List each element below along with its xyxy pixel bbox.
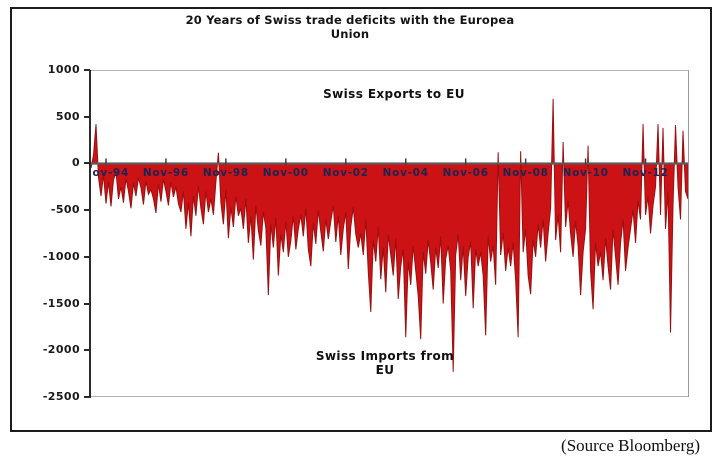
y-axis-tick-mark — [84, 349, 90, 352]
y-axis-tick-label: -1500 — [42, 296, 80, 310]
y-axis-line — [89, 70, 91, 398]
zero-baseline — [91, 162, 688, 165]
plot-border-top — [91, 70, 688, 71]
annotation-imports-line2: EU — [375, 363, 395, 377]
y-axis-tick-mark — [84, 255, 90, 258]
y-axis-tick-label: -2500 — [42, 390, 80, 403]
chart-title-line1: 20 Years of Swiss trade deficits with th… — [185, 13, 515, 27]
x-axis-tick-label: Nov-12 — [622, 167, 669, 179]
x-axis-tick-mark — [285, 158, 287, 165]
plot-border-right — [688, 70, 689, 397]
x-axis-tick-mark — [584, 158, 587, 165]
annotation-imports-label: Swiss Imports from EU — [285, 349, 485, 377]
y-axis-tick-mark — [84, 396, 90, 398]
x-axis-tick-label: Nov-08 — [502, 167, 549, 179]
y-axis-tick-mark — [84, 69, 90, 71]
y-axis-tick-label: -2000 — [42, 343, 80, 357]
annotation-imports-line1: Swiss Imports from — [315, 349, 455, 363]
x-axis-tick-label: Nov-06 — [442, 167, 489, 179]
x-axis-tick-label: Nov-96 — [142, 167, 189, 179]
x-axis-tick-label: Nov-94 — [91, 167, 130, 179]
y-axis-tick-label: -1000 — [42, 249, 80, 263]
x-axis-tick-mark — [225, 158, 227, 165]
x-axis-tick-label: Nov-02 — [322, 167, 369, 179]
x-axis-tick-mark — [464, 158, 467, 165]
x-axis-tick-mark — [404, 158, 407, 165]
x-axis-tick-label: Nov-00 — [262, 167, 309, 179]
plot-area: Nov-94 Nov-96 Nov-98 Nov-00 Nov-02 Nov-04 Nov-… — [91, 70, 688, 397]
y-axis-tick-mark — [84, 162, 90, 165]
x-axis-tick-label: Nov-04 — [382, 167, 429, 179]
x-axis-tick-label: Nov-98 — [202, 167, 249, 179]
source-note: (Source Bloomberg) — [561, 436, 700, 455]
x-axis-tick-mark — [105, 158, 107, 165]
x-axis-tick-mark — [345, 158, 347, 165]
y-axis-tick-label: 1000 — [47, 63, 80, 76]
y-axis-tick-mark — [84, 302, 90, 305]
trade-balance-area-series — [91, 98, 688, 372]
x-axis-tick-mark — [644, 158, 647, 165]
y-axis-tick-mark — [84, 209, 90, 212]
y-axis-tick-label: 500 — [55, 109, 80, 123]
y-axis-tick-label: 0 — [71, 156, 80, 170]
y-axis-tick-label: -500 — [50, 203, 80, 217]
chart-title: 20 Years of Swiss trade deficits with th… — [110, 13, 590, 41]
trade-balance-area-chart — [91, 98, 688, 372]
x-axis-tick-label: Nov-10 — [562, 167, 609, 179]
plot-border-bottom — [91, 396, 688, 397]
annotation-exports-label: Swiss Exports to EU — [323, 87, 465, 101]
x-axis-tick-mark — [165, 158, 167, 165]
x-axis-tick-mark — [524, 158, 527, 165]
chart-title-line2: Union — [330, 27, 370, 41]
y-axis-tick-mark — [84, 115, 90, 118]
